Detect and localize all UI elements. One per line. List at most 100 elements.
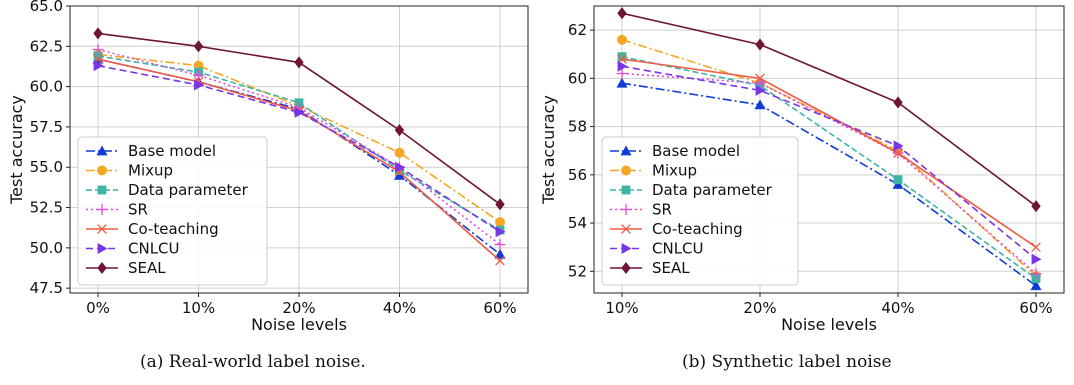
legend-marker bbox=[621, 224, 631, 234]
data-point bbox=[93, 60, 104, 72]
legend-label: CNLCU bbox=[652, 240, 704, 258]
y-tick-label: 57.5 bbox=[30, 118, 63, 136]
x-tick-label: 40% bbox=[881, 299, 914, 317]
legend-label: SEAL bbox=[652, 259, 690, 277]
legend-marker bbox=[97, 261, 107, 275]
y-axis-label: Test accuracy bbox=[539, 95, 558, 205]
legend-label: Data parameter bbox=[128, 181, 249, 199]
data-point bbox=[93, 51, 103, 61]
data-point bbox=[1031, 200, 1041, 213]
legend-marker bbox=[621, 243, 632, 254]
y-tick-label: 56 bbox=[568, 166, 587, 184]
series-line bbox=[97, 64, 501, 233]
data-point bbox=[495, 226, 506, 238]
data-point bbox=[617, 60, 628, 72]
data-point bbox=[194, 79, 204, 91]
y-tick-label: 54 bbox=[568, 214, 587, 232]
data-point bbox=[494, 248, 506, 259]
legend-label: Base model bbox=[652, 142, 740, 160]
data-point bbox=[1031, 253, 1042, 265]
data-point bbox=[495, 255, 505, 266]
legend-label: SEAL bbox=[128, 259, 166, 277]
y-tick-label: 60.0 bbox=[30, 78, 63, 96]
x-tick-label: 10% bbox=[182, 299, 215, 317]
x-tick-label: 20% bbox=[743, 299, 776, 317]
data-point bbox=[294, 106, 305, 118]
legend-label: CNLCU bbox=[128, 240, 180, 258]
legend-label: Mixup bbox=[652, 162, 697, 180]
series-line bbox=[621, 65, 1037, 260]
y-tick-label: 62.5 bbox=[30, 37, 63, 55]
series-cnlcu bbox=[93, 60, 506, 238]
data-point bbox=[193, 69, 204, 81]
legend-marker bbox=[96, 204, 108, 215]
chart-b: 10% 20% 40% 60% 52 54 56 58 60 62 Noise levels Test… bbox=[539, 5, 1065, 334]
x-axis-label: Noise levels bbox=[251, 315, 347, 334]
x-tick-label: 60% bbox=[483, 299, 516, 317]
data-point bbox=[755, 73, 765, 84]
legend-marker bbox=[620, 204, 632, 215]
y-tick-label: 52.5 bbox=[30, 199, 63, 217]
legend-marker bbox=[97, 165, 107, 176]
data-point bbox=[893, 140, 904, 152]
data-point bbox=[395, 161, 405, 173]
legend-marker bbox=[621, 185, 631, 195]
data-point bbox=[394, 124, 405, 137]
y-tick-label: 50.0 bbox=[30, 239, 63, 257]
legend-label: Co-teaching bbox=[652, 220, 743, 238]
legend-label: Co-teaching bbox=[128, 220, 219, 238]
data-point bbox=[495, 217, 505, 228]
series-seal bbox=[93, 27, 505, 211]
y-tick-label: 65.0 bbox=[30, 0, 63, 15]
data-point bbox=[893, 175, 903, 185]
data-point bbox=[893, 96, 903, 109]
series-base-model bbox=[616, 77, 1042, 291]
data-point bbox=[494, 239, 506, 251]
y-tick-label: 52 bbox=[568, 262, 587, 280]
caption-b: (b) Synthetic label noise bbox=[682, 352, 892, 372]
data-point bbox=[754, 99, 766, 110]
data-point bbox=[92, 44, 104, 56]
data-point bbox=[394, 147, 405, 158]
legend-marker bbox=[621, 261, 631, 275]
data-point bbox=[617, 52, 627, 62]
legend-marker bbox=[621, 165, 631, 176]
data-point bbox=[1030, 268, 1042, 280]
series-line bbox=[97, 55, 501, 231]
x-tick-label: 20% bbox=[282, 299, 315, 317]
chart-a: 0% 10% 20% 40% 60% 47.5 50.0 52.5 55.0 57.5 60.0 62… bbox=[7, 0, 529, 334]
data-point bbox=[294, 56, 304, 69]
data-point bbox=[617, 34, 627, 45]
x-tick-label: 60% bbox=[1019, 299, 1052, 317]
x-tick-label: 10% bbox=[605, 299, 638, 317]
y-axis-label: Test accuracy bbox=[7, 95, 26, 205]
x-tick-label: 40% bbox=[383, 299, 416, 317]
legend-marker bbox=[97, 224, 107, 234]
y-tick-label: 62 bbox=[568, 21, 587, 39]
data-point bbox=[1030, 280, 1042, 291]
series-line bbox=[621, 39, 1037, 277]
y-tick-label: 58 bbox=[568, 118, 587, 136]
legend-label: Data parameter bbox=[652, 181, 773, 199]
legend-marker bbox=[97, 185, 107, 195]
data-point bbox=[754, 77, 766, 89]
data-point bbox=[495, 198, 505, 211]
data-point bbox=[616, 77, 628, 88]
series-cnlcu bbox=[617, 60, 1042, 265]
y-tick-label: 60 bbox=[568, 69, 587, 87]
legend-label: Mixup bbox=[128, 162, 173, 180]
plot-frame bbox=[593, 5, 1065, 294]
data-point bbox=[1031, 242, 1041, 253]
series-line bbox=[621, 55, 1037, 280]
series-line bbox=[621, 82, 1037, 287]
data-point bbox=[617, 7, 627, 20]
legend-box bbox=[77, 136, 268, 286]
y-tick-label: 55.0 bbox=[30, 158, 63, 176]
data-point bbox=[755, 84, 766, 96]
data-point bbox=[193, 40, 204, 53]
legend-marker bbox=[96, 145, 108, 156]
data-point bbox=[93, 27, 103, 40]
y-tick-label: 47.5 bbox=[30, 279, 63, 297]
